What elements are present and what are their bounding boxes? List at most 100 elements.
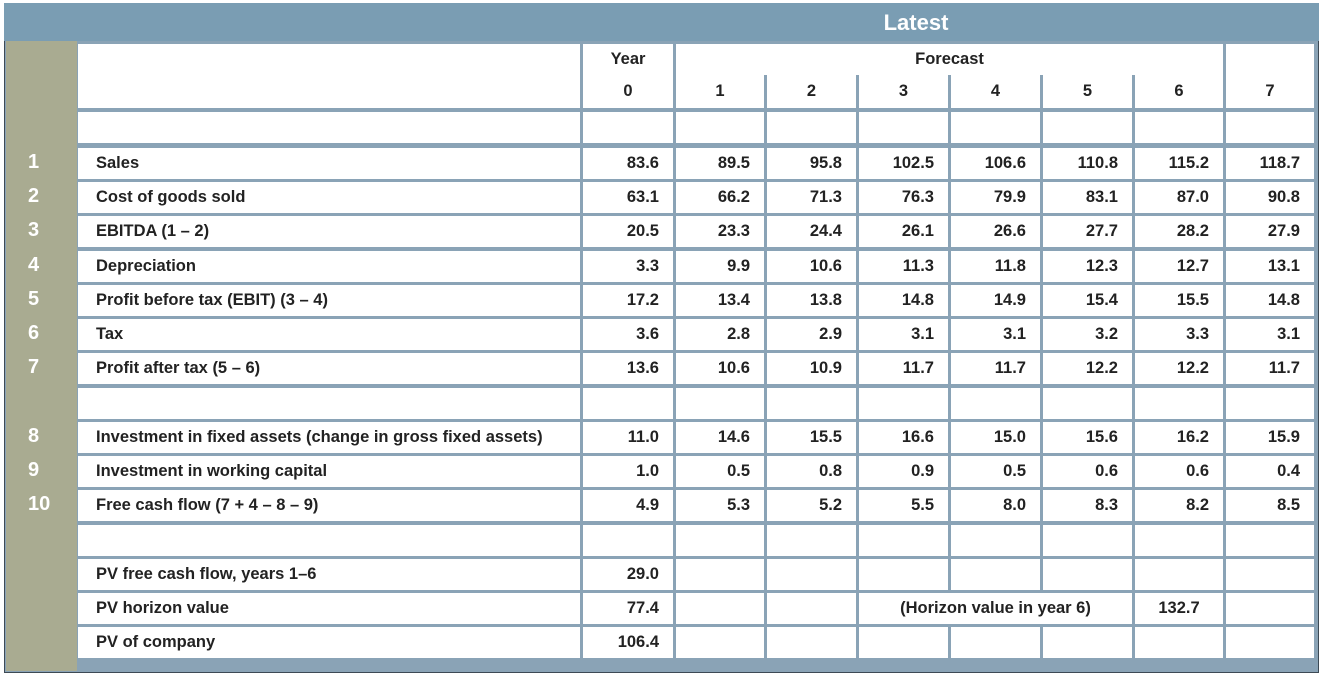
blank-cell — [1226, 559, 1314, 590]
blank-cell — [583, 388, 673, 419]
header-blank — [1226, 44, 1314, 75]
year-number-header: 1 — [676, 75, 764, 108]
table-cell: 0.6 — [1043, 456, 1132, 487]
blank-cell — [859, 112, 948, 143]
row-number-column — [6, 41, 77, 671]
table-cell: 106.6 — [951, 148, 1040, 179]
blank-cell — [767, 388, 856, 419]
table-cell: 12.7 — [1135, 251, 1223, 282]
year-header: Year — [583, 44, 673, 75]
row-label: EBITDA (1 – 2) — [78, 216, 580, 247]
table-cell: 76.3 — [859, 182, 948, 213]
table-cell: 27.9 — [1226, 216, 1314, 247]
blank-cell — [1135, 525, 1223, 556]
table-cell: 83.1 — [1043, 182, 1132, 213]
year-number-header: 4 — [951, 75, 1040, 108]
table-cell: 0.5 — [951, 456, 1040, 487]
table-cell: 0.5 — [676, 456, 764, 487]
table-cell: 10.6 — [767, 251, 856, 282]
table-cell: 11.7 — [1226, 353, 1314, 384]
table-cell: 1.0 — [583, 456, 673, 487]
blank-cell — [1135, 627, 1223, 658]
table-cell: 3.2 — [1043, 319, 1132, 350]
blank-cell — [1043, 559, 1132, 590]
valuation-value: 29.0 — [583, 559, 673, 590]
blank-cell — [676, 388, 764, 419]
table-cell: 3.3 — [1135, 319, 1223, 350]
blank-cell — [859, 525, 948, 556]
table-cell: 15.5 — [1135, 285, 1223, 316]
table-cell: 95.8 — [767, 148, 856, 179]
blank-cell — [78, 388, 580, 419]
row-label: Investment in fixed assets (change in gr… — [78, 422, 580, 453]
blank-cell — [1043, 627, 1132, 658]
blank-cell — [676, 525, 764, 556]
table-cell: 10.9 — [767, 353, 856, 384]
blank-cell — [676, 559, 764, 590]
forecast-header: Forecast — [676, 44, 1223, 75]
blank-cell — [1226, 593, 1314, 624]
year-number-header: 0 — [583, 75, 673, 108]
blank-cell — [1043, 525, 1132, 556]
row-number: 1 — [28, 151, 40, 173]
header-blank — [78, 75, 580, 108]
table-cell: 3.1 — [951, 319, 1040, 350]
table-cell: 26.6 — [951, 216, 1040, 247]
blank-cell — [859, 388, 948, 419]
blank-cell — [1135, 388, 1223, 419]
table-cell: 0.9 — [859, 456, 948, 487]
title-band — [4, 3, 1319, 41]
table-cell: 23.3 — [676, 216, 764, 247]
table-cell: 8.0 — [951, 490, 1040, 521]
row-number: 2 — [28, 185, 40, 207]
valuation-label: PV horizon value — [78, 593, 580, 624]
table-cell: 8.3 — [1043, 490, 1132, 521]
banner-title: Latest — [883, 10, 949, 35]
row-label: Cost of goods sold — [78, 182, 580, 213]
blank-cell — [1043, 112, 1132, 143]
blank-cell — [583, 525, 673, 556]
table-cell: 9.9 — [676, 251, 764, 282]
valuation-label: PV of company — [78, 627, 580, 658]
table-cell: 0.8 — [767, 456, 856, 487]
table-cell: 3.6 — [583, 319, 673, 350]
blank-cell — [1226, 525, 1314, 556]
year-number-header: 6 — [1135, 75, 1223, 108]
table-cell: 102.5 — [859, 148, 948, 179]
blank-cell — [951, 559, 1040, 590]
row-number: 10 — [28, 493, 51, 515]
table-cell: 110.8 — [1043, 148, 1132, 179]
table-cell: 2.9 — [767, 319, 856, 350]
valuation-value: 106.4 — [583, 627, 673, 658]
blank-cell — [951, 388, 1040, 419]
horizon-note: (Horizon value in year 6) — [859, 593, 1132, 624]
table-cell: 5.2 — [767, 490, 856, 521]
row-number: 4 — [28, 254, 40, 276]
table-cell: 8.5 — [1226, 490, 1314, 521]
table-cell: 10.6 — [676, 353, 764, 384]
row-number: 6 — [28, 322, 40, 344]
blank-cell — [951, 627, 1040, 658]
table-cell: 3.1 — [1226, 319, 1314, 350]
blank-cell — [859, 559, 948, 590]
table-cell: 13.6 — [583, 353, 673, 384]
table-cell: 90.8 — [1226, 182, 1314, 213]
row-label: Depreciation — [78, 251, 580, 282]
table-cell: 13.4 — [676, 285, 764, 316]
blank-cell — [78, 112, 580, 143]
table-cell: 79.9 — [951, 182, 1040, 213]
table-cell: 5.5 — [859, 490, 948, 521]
table-cell: 11.7 — [951, 353, 1040, 384]
blank-cell — [951, 112, 1040, 143]
table-cell: 89.5 — [676, 148, 764, 179]
table-cell: 24.4 — [767, 216, 856, 247]
horizon-value: 132.7 — [1135, 593, 1223, 624]
table-cell: 118.7 — [1226, 148, 1314, 179]
table-cell: 11.7 — [859, 353, 948, 384]
table-cell: 2.8 — [676, 319, 764, 350]
table-cell: 16.2 — [1135, 422, 1223, 453]
table-cell: 14.8 — [1226, 285, 1314, 316]
table-cell: 14.6 — [676, 422, 764, 453]
blank-cell — [676, 627, 764, 658]
table-cell: 0.4 — [1226, 456, 1314, 487]
